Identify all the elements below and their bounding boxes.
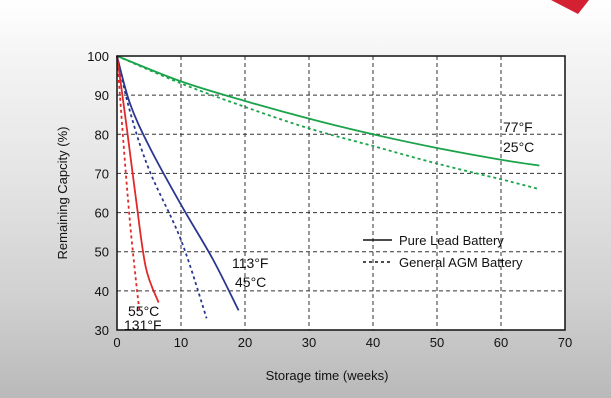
annotation-55c: 55°C 131°F [124, 303, 162, 333]
plot-area [117, 56, 565, 330]
series-layer [116, 55, 540, 319]
legend-label-general-agm: General AGM Battery [399, 255, 523, 270]
y-tick-90: 90 [95, 88, 109, 103]
annotation-45c: 113°F 45°C [232, 255, 268, 290]
y-tick-60: 60 [95, 206, 109, 221]
annotation-45c-line1: 113°F [232, 255, 268, 271]
y-tick-80: 80 [95, 127, 109, 142]
series-line-1 [116, 55, 540, 190]
y-tick-70: 70 [95, 166, 109, 181]
annotation-25c-line2: 25°C [503, 139, 534, 155]
y-tick-100: 100 [87, 49, 109, 64]
x-tick-0: 0 [113, 335, 120, 350]
x-tick-60: 60 [494, 335, 508, 350]
series-line-0 [116, 55, 540, 167]
annotation-25c-line1: 77°F [503, 119, 533, 135]
y-tick-40: 40 [95, 284, 109, 299]
plot-frame [116, 55, 566, 331]
y-tick-labels: 30 40 50 60 70 80 90 100 [87, 49, 109, 338]
series-line-4 [116, 55, 160, 303]
x-tick-labels: 0 10 20 30 40 50 60 70 [113, 335, 572, 350]
x-tick-40: 40 [366, 335, 380, 350]
legend-label-pure-lead: Pure Lead Battery [399, 233, 504, 248]
annotation-55c-line2: 131°F [124, 317, 162, 333]
x-tick-20: 20 [238, 335, 252, 350]
y-tick-30: 30 [95, 323, 109, 338]
x-tick-30: 30 [302, 335, 316, 350]
x-axis-label: Storage time (weeks) [266, 368, 389, 383]
y-tick-50: 50 [95, 245, 109, 260]
corner-arrow-mark [551, 0, 589, 14]
series-line-2 [116, 55, 240, 311]
series-line-5 [116, 55, 141, 311]
x-tick-50: 50 [430, 335, 444, 350]
x-tick-70: 70 [558, 335, 572, 350]
annotation-25c: 77°F 25°C [503, 119, 534, 155]
series-line-3 [116, 55, 208, 319]
annotation-45c-line2: 45°C [235, 274, 266, 290]
x-tick-10: 10 [174, 335, 188, 350]
y-axis-label: Remaining Capcity (%) [55, 127, 70, 260]
legend: Pure Lead Battery General AGM Battery [363, 233, 523, 270]
annotation-55c-line1: 55°C [128, 303, 159, 319]
